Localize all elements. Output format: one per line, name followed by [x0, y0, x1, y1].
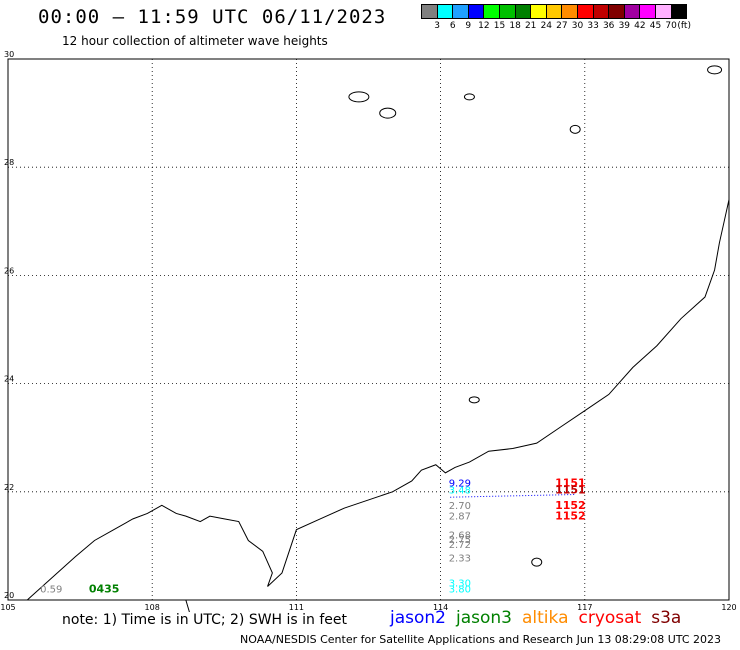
legend-label: 42 [634, 21, 646, 31]
lake-outline [569, 124, 581, 134]
lat-tick-label: 20 [4, 591, 14, 600]
wave-height-value: 2.33 [449, 554, 471, 565]
wave-height-value: 9.29 [449, 478, 471, 489]
wave-height-value: 0.59 [40, 584, 62, 595]
pass-time-label: 0435 [89, 582, 120, 595]
credit-line: NOAA/NESDIS Center for Satellite Applica… [240, 633, 722, 646]
footer-note: note: 1) Time is in UTC; 2) SWH is in fe… [62, 612, 348, 628]
legend-labels: 3 6 9 12 15 18 21 24 27 30 33 36 39 42 45 70 (ft) [421, 21, 691, 35]
legend-swatch [670, 4, 688, 19]
legend-unit: (ft) [677, 21, 691, 31]
lon-tick-label: 105 [0, 603, 15, 612]
lake-outline [348, 91, 370, 103]
hainan-coast [185, 599, 190, 612]
legend-label: 45 [649, 21, 662, 31]
lat-tick-label: 22 [4, 483, 14, 492]
wave-height-value: 2.75 [449, 535, 471, 546]
lat-tick-label: 24 [4, 375, 14, 384]
legend-label: 21 [524, 21, 537, 31]
legend-label: 39 [618, 21, 631, 31]
axis-ticks: 105 108 111 114 117 120 20 22 24 26 28 30 [0, 50, 736, 612]
wave-height-value: 3.48 [449, 485, 471, 496]
wave-observations: 9.293.48 2.702.87 2.682.752.72 2.33 3.303.80… [40, 476, 586, 595]
legend-label: 15 [493, 21, 506, 31]
legend-label: 18 [509, 21, 521, 31]
legend-label: 3 [434, 21, 440, 31]
satellite-label: jason3 [456, 608, 512, 628]
satellite-label: altika [522, 608, 569, 628]
lake-outline [707, 65, 723, 75]
coastline [26, 65, 730, 612]
wave-height-map[interactable]: 105 108 111 114 117 120 20 22 24 26 28 30 9.293.48 2… [0, 0, 740, 612]
lon-tick-label: 117 [577, 603, 592, 612]
page-subtitle: 12 hour collection of altimeter wave hei… [62, 34, 328, 48]
legend-label: 36 [602, 21, 615, 31]
lake-outline [379, 107, 397, 119]
wave-height-value: 3.80 [449, 584, 471, 595]
map-frame [7, 58, 730, 601]
legend-label: 33 [587, 21, 599, 31]
lat-lon-grid [7, 58, 730, 601]
satellite-legend: jason2 jason3 altika cryosat s3a [390, 608, 691, 628]
lake-outline [468, 396, 480, 404]
lat-tick-label: 28 [4, 158, 14, 167]
pass-time-label: 1152 [555, 509, 586, 522]
pass-time-label: 1151 [555, 476, 586, 489]
china-coastline [26, 199, 730, 601]
pass-time-label: 1152 [555, 499, 586, 512]
lake-outline [531, 557, 543, 567]
lake-outline [463, 93, 475, 101]
lon-tick-label: 114 [433, 603, 448, 612]
satellite-label: s3a [651, 608, 682, 628]
legend-label: 12 [478, 21, 490, 31]
lon-tick-label: 108 [145, 603, 160, 612]
wave-height-value: 2.68 [449, 530, 471, 541]
legend-label: 9 [465, 21, 472, 31]
wave-height-value: 3.30 [449, 578, 471, 589]
legend-swatches [421, 4, 688, 19]
pass-time-label: 1151 [555, 483, 586, 496]
wave-height-value: 2.70 [449, 501, 471, 512]
legend-label: 27 [556, 21, 568, 31]
lat-tick-label: 26 [4, 266, 14, 275]
color-legend: 3 6 9 12 15 18 21 24 27 30 33 36 39 42 45 70 (ft) [421, 4, 691, 35]
satellite-label: jason2 [390, 608, 446, 628]
wave-height-value: 2.87 [449, 511, 471, 522]
legend-label: 24 [540, 21, 553, 31]
lon-tick-label: 120 [721, 603, 736, 612]
wave-height-value: 2.72 [449, 540, 471, 551]
page-title: 00:00 – 11:59 UTC 06/11/2023 [38, 6, 387, 28]
lat-tick-label: 30 [4, 50, 14, 59]
legend-label: 70 [665, 21, 677, 31]
legend-label: 30 [571, 21, 584, 31]
legend-label: 6 [449, 21, 456, 31]
lon-tick-label: 111 [289, 603, 304, 612]
satellite-label: cryosat [578, 608, 642, 628]
